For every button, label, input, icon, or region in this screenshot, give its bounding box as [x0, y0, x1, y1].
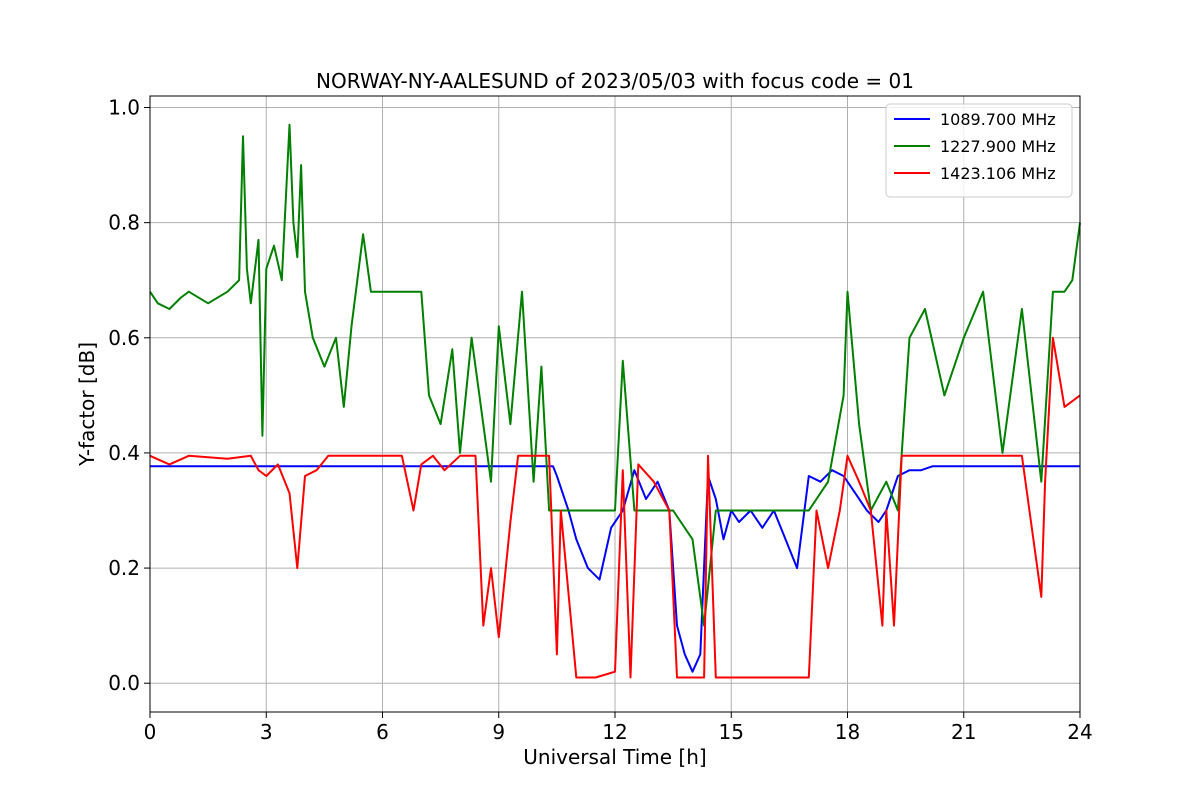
legend: 1089.700 MHz 1227.900 MHz 1423.106 MHz: [885, 103, 1073, 198]
series-line: [150, 465, 1080, 673]
x-tick-label: 9: [492, 720, 505, 744]
x-tick-label: 6: [376, 720, 389, 744]
series-group: [149, 123, 1081, 679]
x-tick-label: 12: [602, 720, 627, 744]
series-line: [149, 123, 1081, 627]
y-tick-label: 0.4: [108, 441, 140, 465]
y-axis-label: Y-factor [dB]: [75, 342, 99, 467]
y-axis: 0.0 0.2 0.4 0.6 0.8 1.0: [108, 96, 150, 695]
x-axis-label: Universal Time [h]: [523, 745, 706, 769]
y-tick-label: 0.8: [108, 211, 140, 235]
x-tick-label: 15: [719, 720, 744, 744]
x-tick-label: 18: [835, 720, 860, 744]
y-tick-label: 0.2: [108, 556, 140, 580]
legend-label: 1089.700 MHz: [940, 110, 1056, 129]
y-tick-label: 1.0: [108, 96, 140, 120]
y-tick-label: 0.6: [108, 326, 140, 350]
y-tick-label: 0.0: [108, 671, 140, 695]
legend-label: 1227.900 MHz: [940, 137, 1056, 156]
x-tick-label: 3: [260, 720, 273, 744]
series-line: [149, 336, 1081, 679]
legend-box: [885, 103, 1073, 198]
x-tick-label: 24: [1067, 720, 1092, 744]
x-axis: 0 3 6 9 12 15 18 21 24: [144, 712, 1093, 744]
chart-title: NORWAY-NY-AALESUND of 2023/05/03 with fo…: [316, 69, 914, 93]
x-tick-label: 21: [951, 720, 976, 744]
x-tick-label: 0: [144, 720, 157, 744]
legend-label: 1423.106 MHz: [940, 164, 1056, 183]
grid: [149, 96, 1081, 712]
